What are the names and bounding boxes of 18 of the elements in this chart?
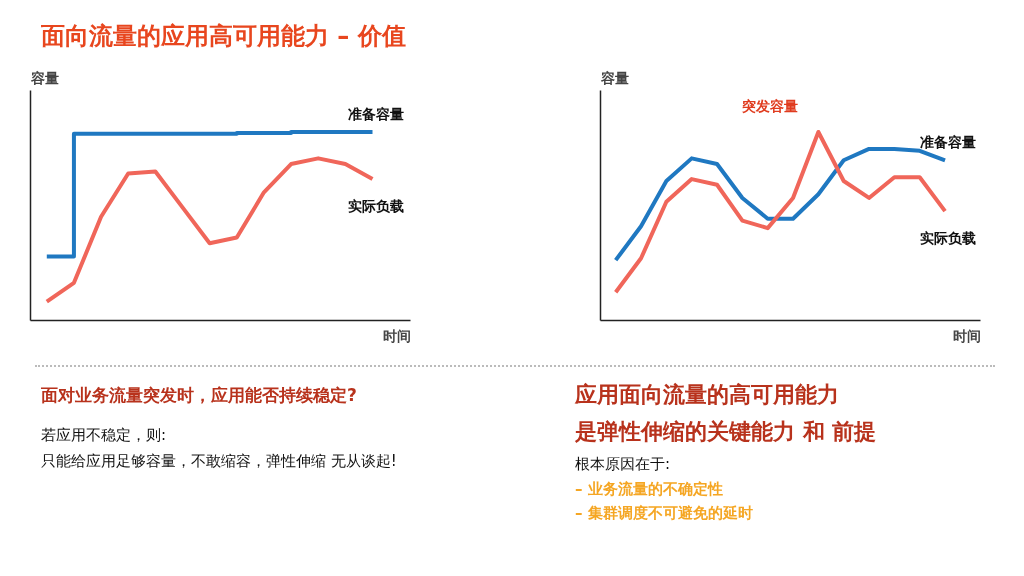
x-axis-title: 时间 bbox=[952, 327, 981, 344]
text: 只能给应用足够容量，不敢缩容，弹性伸缩 无从谈起! bbox=[41, 450, 397, 472]
text: 突发容量 bbox=[741, 97, 799, 114]
y-axis-title: 容量 bbox=[29, 69, 59, 86]
text: 应用面向流量的高可用能力 bbox=[575, 381, 840, 409]
text: 面对业务流量突发时，应用能否持续稳定? bbox=[41, 384, 358, 407]
series-label: 准备容量 bbox=[920, 134, 977, 151]
text: 根本原因在于: bbox=[575, 453, 672, 475]
series-label: 实际负载 bbox=[920, 230, 977, 247]
chart-title: 面向流量的应用高可用能力 – 价值 bbox=[41, 21, 406, 52]
text: – 业务流量的不确定性 bbox=[575, 479, 724, 501]
text: – 集群调度不可避免的延时 bbox=[575, 502, 754, 524]
text: 若应用不稳定，则: bbox=[41, 425, 168, 447]
series-label: 实际负载 bbox=[347, 198, 404, 215]
y-axis-title: 容量 bbox=[599, 69, 629, 86]
x-axis-title: 时间 bbox=[382, 327, 411, 344]
series-label: 准备容量 bbox=[347, 105, 404, 122]
text: 是弹性伸缩的关键能力 和 前提 bbox=[575, 418, 877, 447]
